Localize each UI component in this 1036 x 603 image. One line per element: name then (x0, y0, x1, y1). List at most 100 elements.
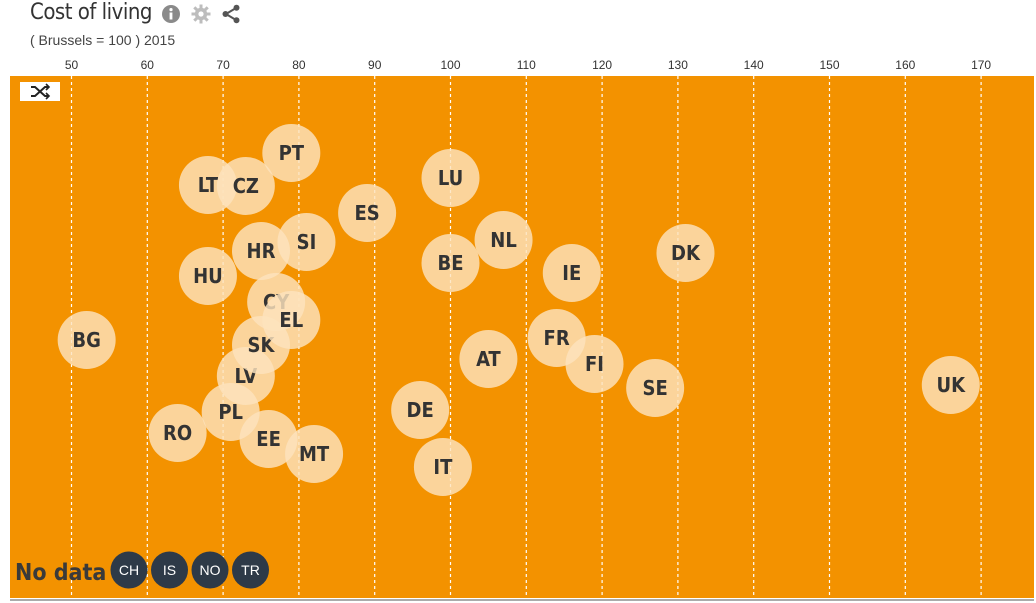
no-data-tr[interactable]: TR (232, 551, 269, 589)
bubble-label: UK (936, 373, 966, 397)
no-data-ch[interactable]: CH (110, 551, 148, 589)
no-data-is[interactable]: IS (151, 551, 188, 589)
bubble-circle (542, 244, 601, 302)
bubble-bg[interactable]: BG (57, 311, 116, 369)
bubble-it[interactable]: IT (413, 438, 472, 496)
bubble-circle (178, 247, 237, 305)
bubble-de[interactable]: DE (391, 381, 450, 439)
bubble-circle (921, 356, 980, 414)
bubble-label: MT (299, 442, 330, 466)
x-tick-label: 130 (668, 58, 688, 72)
no-data-code: IS (163, 562, 176, 578)
no-data-bubble (110, 551, 148, 589)
bubble-label: FR (544, 326, 570, 350)
bubble-circle (474, 211, 533, 269)
bubble-ro[interactable]: RO (148, 404, 207, 462)
bubble-label: SI (297, 230, 317, 254)
bubble-circle (565, 335, 624, 393)
x-tick-label: 90 (368, 58, 382, 72)
bubble-nl[interactable]: NL (474, 211, 533, 269)
gear-icon[interactable] (191, 4, 211, 24)
bubble-label: IT (433, 455, 453, 479)
bubble-label: HU (193, 264, 223, 288)
no-data-bubble (151, 551, 188, 589)
x-tick-label: 160 (895, 58, 915, 72)
bubble-label: EL (279, 308, 303, 332)
no-data-code: CH (119, 562, 139, 578)
bubble-circle (262, 291, 321, 349)
share-icon[interactable] (221, 4, 241, 24)
bubble-circle (656, 224, 715, 282)
bubble-label: DK (671, 241, 701, 265)
bubble-label: ES (354, 201, 379, 225)
bubble-circle (413, 438, 472, 496)
bubble-hu[interactable]: HU (178, 247, 237, 305)
bubble-label: AT (476, 347, 501, 371)
page-title: Cost of living (30, 0, 152, 25)
bubble-hr[interactable]: HR (232, 222, 290, 280)
info-icon[interactable] (161, 4, 181, 24)
plot-area (10, 76, 1034, 598)
bubble-circle (626, 359, 685, 417)
bubble-cz[interactable]: CZ (216, 157, 275, 215)
bubble-label: NL (490, 228, 517, 252)
x-tick-label: 70 (216, 58, 230, 72)
title-toolbar (161, 4, 241, 24)
bubble-circle (277, 213, 336, 271)
x-tick-label: 170 (971, 58, 991, 72)
bubble-circle (338, 184, 397, 242)
no-data-bubble (232, 551, 269, 589)
bubble-label: BG (72, 328, 100, 352)
bubble-circle (459, 330, 518, 388)
no-data-bubble (191, 551, 229, 589)
bubble-si[interactable]: SI (277, 213, 336, 271)
shuffle-button[interactable] (20, 82, 60, 101)
bubble-circle (216, 157, 275, 215)
bubble-se[interactable]: SE (626, 359, 685, 417)
bubble-circle (232, 222, 290, 280)
bubble-label: EE (256, 427, 281, 451)
bubble-circle (285, 425, 344, 483)
bubble-label: IE (562, 261, 581, 285)
x-tick-label: 80 (292, 58, 306, 72)
x-tick-label: 120 (592, 58, 612, 72)
bubble-ee[interactable]: EE (239, 410, 298, 468)
x-tick-label: 50 (65, 58, 79, 72)
bubble-circle (239, 410, 298, 468)
bubble-label: CZ (233, 174, 259, 198)
bubble-el[interactable]: EL (262, 291, 321, 349)
bubble-label: LU (438, 166, 463, 190)
bubble-uk[interactable]: UK (921, 356, 980, 414)
bubble-fi[interactable]: FI (565, 335, 624, 393)
x-tick-label: 110 (517, 58, 536, 72)
bubble-pt[interactable]: PT (262, 124, 321, 182)
bubble-es[interactable]: ES (338, 184, 397, 242)
bubble-label: BE (437, 251, 463, 275)
bubble-ie[interactable]: IE (542, 244, 601, 302)
x-tick-label: 140 (744, 58, 764, 72)
chart-subtitle: ( Brussels = 100 ) 2015 (30, 32, 176, 48)
bubble-label: FI (585, 352, 604, 376)
bubble-label: DE (407, 398, 434, 422)
bubble-mt[interactable]: MT (285, 425, 344, 483)
x-tick-label: 60 (141, 58, 155, 72)
bubble-dk[interactable]: DK (656, 224, 715, 282)
bubble-circle (421, 149, 480, 207)
bubble-circle (262, 124, 321, 182)
bubble-at[interactable]: AT (459, 330, 518, 388)
bubble-circle (57, 311, 116, 369)
shuffle-icon (31, 83, 51, 100)
bubble-label: SE (643, 376, 668, 400)
bubble-be[interactable]: BE (421, 234, 480, 292)
bubble-label: HR (247, 239, 276, 263)
bubble-lu[interactable]: LU (421, 149, 480, 207)
bubble-label: RO (163, 421, 192, 445)
x-tick-label: 100 (440, 58, 460, 72)
no-data-no[interactable]: NO (191, 551, 229, 589)
bubble-circle (391, 381, 450, 439)
no-data-code: TR (241, 562, 260, 578)
bubble-circle (421, 234, 480, 292)
no-data-code: NO (200, 562, 221, 578)
bubble-label: PT (279, 141, 305, 165)
